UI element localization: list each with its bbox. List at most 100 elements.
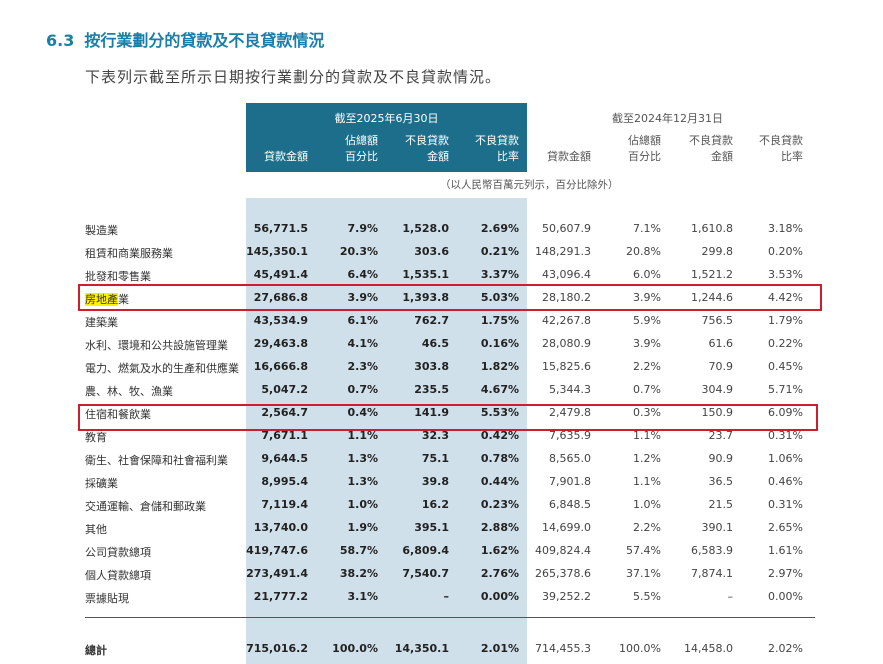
prior-value-cell: 36.5 bbox=[708, 475, 734, 488]
current-value-cell: 21,777.2 bbox=[253, 590, 308, 603]
prior-value-cell: 0.7% bbox=[633, 383, 661, 396]
prior-value-cell: 2.2% bbox=[633, 360, 661, 373]
total-prior-cell: 714,455.3 bbox=[535, 642, 591, 655]
prior-value-cell: 1.1% bbox=[633, 429, 661, 442]
total-prior-cell: 14,458.0 bbox=[684, 642, 733, 655]
highlighted-label-text: 房地產 bbox=[85, 293, 118, 306]
column-header-line1: 佔總額 bbox=[628, 134, 661, 147]
current-value-cell: 145,350.1 bbox=[246, 245, 308, 258]
current-value-cell: 45,491.4 bbox=[253, 268, 308, 281]
current-value-cell: 3.37% bbox=[480, 268, 519, 281]
row-label: 農、林、牧、漁業 bbox=[85, 385, 173, 398]
total-separator bbox=[85, 617, 815, 618]
prior-value-cell: 265,378.6 bbox=[535, 567, 591, 580]
current-value-cell: 0.78% bbox=[480, 452, 519, 465]
current-value-cell: – bbox=[443, 590, 450, 603]
annotation-box-accommodation bbox=[78, 404, 818, 431]
prior-value-cell: 7,635.9 bbox=[549, 429, 591, 442]
prior-value-cell: 37.1% bbox=[626, 567, 661, 580]
prior-value-cell: 0.46% bbox=[768, 475, 803, 488]
row-label: 住宿和餐飲業 bbox=[85, 408, 151, 421]
current-value-cell: 56,771.5 bbox=[253, 222, 308, 235]
prior-value-cell: 1,610.8 bbox=[691, 222, 733, 235]
total-label: 總計 bbox=[85, 644, 107, 657]
prior-value-cell: 3.9% bbox=[633, 337, 661, 350]
current-value-cell: 7,671.1 bbox=[261, 429, 308, 442]
row-label: 公司貸款總項 bbox=[85, 546, 151, 559]
current-value-cell: 38.2% bbox=[339, 567, 378, 580]
current-value-cell: 762.7 bbox=[414, 314, 449, 327]
prior-value-cell: 0.20% bbox=[768, 245, 803, 258]
intro-text: 下表列示截至所示日期按行業劃分的貸款及不良貸款情況。 bbox=[85, 68, 502, 86]
current-value-cell: 1,535.1 bbox=[402, 268, 449, 281]
prior-value-cell: 1,244.6 bbox=[691, 291, 733, 304]
row-label: 電力、燃氣及水的生產和供應業 bbox=[85, 362, 239, 375]
current-value-cell: 1.75% bbox=[480, 314, 519, 327]
current-value-cell: 4.1% bbox=[347, 337, 378, 350]
column-header-line2: 比率 bbox=[497, 150, 519, 163]
prior-value-cell: 390.1 bbox=[701, 521, 734, 534]
current-value-cell: 5,047.2 bbox=[261, 383, 308, 396]
current-value-cell: 0.16% bbox=[480, 337, 519, 350]
row-label: 教育 bbox=[85, 431, 107, 444]
prior-value-cell: 1.06% bbox=[768, 452, 803, 465]
column-header-line2: 金額 bbox=[427, 150, 449, 163]
prior-value-cell: 28,080.9 bbox=[542, 337, 591, 350]
current-value-cell: 6.1% bbox=[347, 314, 378, 327]
prior-value-cell: 28,180.2 bbox=[542, 291, 591, 304]
column-header-line1: 不良貸款 bbox=[475, 134, 519, 147]
current-value-cell: 7,540.7 bbox=[402, 567, 449, 580]
current-value-cell: 46.5 bbox=[421, 337, 449, 350]
current-value-cell: 6,809.4 bbox=[402, 544, 449, 557]
current-value-cell: 6.4% bbox=[347, 268, 378, 281]
prior-value-cell: 5,344.3 bbox=[549, 383, 591, 396]
prior-value-cell: 90.9 bbox=[708, 452, 734, 465]
current-value-cell: 7,119.4 bbox=[261, 498, 308, 511]
column-header-line1: 不良貸款 bbox=[405, 134, 449, 147]
prior-value-cell: 0.31% bbox=[768, 429, 803, 442]
prior-value-cell: 39,252.2 bbox=[542, 590, 591, 603]
current-value-cell: 3.9% bbox=[347, 291, 378, 304]
row-label: 採礦業 bbox=[85, 477, 118, 490]
row-label: 租賃和商業服務業 bbox=[85, 247, 173, 260]
prior-value-cell: 7,901.8 bbox=[549, 475, 591, 488]
current-period-column-band bbox=[246, 198, 527, 664]
prior-value-cell: 43,096.4 bbox=[542, 268, 591, 281]
prior-value-cell: 61.6 bbox=[708, 337, 734, 350]
current-value-cell: 4.67% bbox=[480, 383, 519, 396]
prior-value-cell: 4.42% bbox=[768, 291, 803, 304]
current-value-cell: 16,666.8 bbox=[253, 360, 308, 373]
current-value-cell: 0.42% bbox=[480, 429, 519, 442]
prior-value-cell: 3.53% bbox=[768, 268, 803, 281]
current-value-cell: 2.69% bbox=[480, 222, 519, 235]
current-value-cell: 235.5 bbox=[414, 383, 449, 396]
row-label: 交通運輸、倉儲和郵政業 bbox=[85, 500, 206, 513]
prior-value-cell: 42,267.8 bbox=[542, 314, 591, 327]
current-value-cell: 16.2 bbox=[421, 498, 449, 511]
total-current-cell: 715,016.2 bbox=[246, 642, 308, 655]
row-label: 建築業 bbox=[85, 316, 118, 329]
section-heading: 6.3 按行業劃分的貸款及不良貸款情況 bbox=[46, 27, 324, 51]
current-value-cell: 0.23% bbox=[480, 498, 519, 511]
prior-value-cell: 150.9 bbox=[701, 406, 734, 419]
prior-value-cell: 0.00% bbox=[768, 590, 803, 603]
prior-value-cell: 2.97% bbox=[768, 567, 803, 580]
current-value-cell: 8,995.4 bbox=[261, 475, 308, 488]
prior-value-cell: 20.8% bbox=[626, 245, 661, 258]
current-value-cell: 43,534.9 bbox=[253, 314, 308, 327]
row-label: 票據貼現 bbox=[85, 592, 129, 605]
current-value-cell: 1.82% bbox=[480, 360, 519, 373]
column-header-line2: 百分比 bbox=[628, 150, 661, 163]
prior-value-cell: 5.5% bbox=[633, 590, 661, 603]
prior-value-cell: 1.79% bbox=[768, 314, 803, 327]
prior-value-cell: 3.9% bbox=[633, 291, 661, 304]
current-period-header-band bbox=[246, 103, 527, 172]
prior-value-cell: 5.71% bbox=[768, 383, 803, 396]
prior-value-cell: 15,825.6 bbox=[542, 360, 591, 373]
prior-value-cell: 756.5 bbox=[701, 314, 734, 327]
current-value-cell: 303.6 bbox=[414, 245, 449, 258]
current-value-cell: 1.3% bbox=[347, 452, 378, 465]
annotation-box-real-estate bbox=[78, 284, 822, 311]
row-label: 水利、環境和公共設施管理業 bbox=[85, 339, 228, 352]
section-title: 按行業劃分的貸款及不良貸款情況 bbox=[84, 31, 325, 50]
